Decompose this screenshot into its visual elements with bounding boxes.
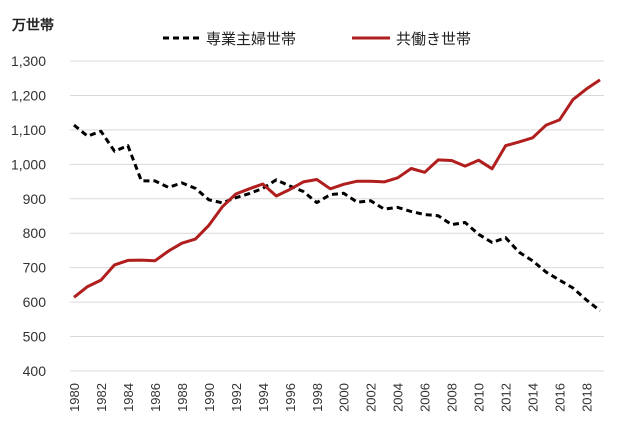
y-tick-label: 500 (23, 329, 47, 345)
legend: 専業主婦世帯 共働き世帯 (163, 30, 471, 48)
x-tick-label: 1998 (310, 383, 325, 412)
x-tick-label: 1980 (67, 383, 82, 412)
x-tick-label: 1992 (229, 383, 244, 412)
y-tick-label: 1,300 (11, 53, 46, 69)
x-tick-label: 1986 (148, 383, 163, 412)
y-tick-label: 700 (23, 260, 47, 276)
x-tick-label: 2002 (364, 383, 379, 412)
x-axis-ticks: 1980 1982 1984 1986 1988 1990 1992 1994 1996 1998… (67, 383, 595, 412)
x-tick-label: 2006 (418, 383, 433, 412)
y-axis-unit-label: 万世帯 (11, 17, 54, 34)
x-tick-label: 1994 (256, 383, 271, 412)
x-tick-label: 1982 (94, 383, 109, 412)
series-line-0 (73, 123, 601, 312)
x-tick-label: 1990 (202, 383, 217, 412)
y-tick-label: 900 (23, 191, 47, 207)
x-tick-label: 2004 (391, 383, 406, 412)
series-line-1 (73, 78, 601, 299)
x-tick-label: 2000 (337, 383, 352, 412)
y-tick-label: 1,000 (11, 156, 46, 172)
x-tick-label: 2008 (445, 383, 460, 412)
y-tick-label: 400 (23, 363, 47, 379)
series-lines (73, 78, 601, 312)
x-tick-label: 1984 (121, 383, 136, 412)
gridlines (70, 60, 604, 372)
y-tick-label: 600 (23, 294, 47, 310)
x-tick-label: 1996 (283, 383, 298, 412)
x-tick-label: 2010 (472, 383, 487, 412)
x-tick-label: 2018 (580, 383, 595, 412)
y-tick-label: 800 (23, 225, 47, 241)
x-tick-label: 2012 (499, 383, 514, 412)
y-tick-label: 1,100 (11, 122, 46, 138)
x-tick-label: 1988 (175, 383, 190, 412)
y-axis-ticks: 400 500 600 700 800 900 1,000 1,100 1,200 1,300 (11, 53, 46, 379)
legend-label-series-1: 共働き世帯 (396, 30, 471, 48)
legend-label-series-0: 専業主婦世帯 (206, 30, 296, 48)
y-tick-label: 1,200 (11, 87, 46, 103)
x-tick-label: 2014 (526, 383, 541, 412)
x-tick-label: 2016 (553, 383, 568, 412)
